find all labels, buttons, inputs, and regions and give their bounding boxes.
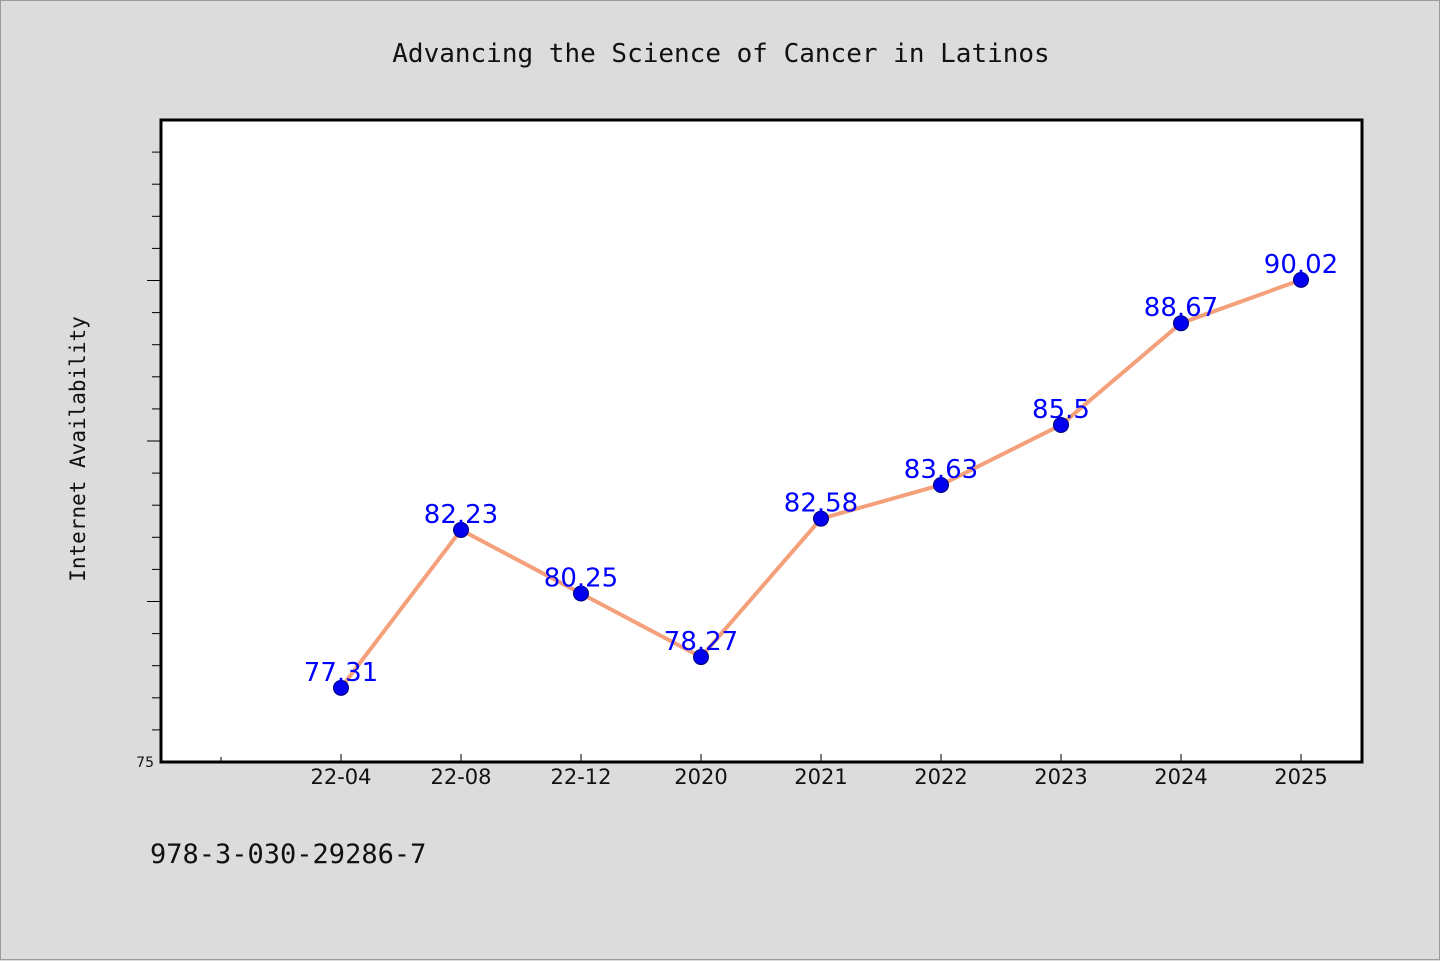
- data-point: [1293, 271, 1309, 288]
- data-label: 77.31: [304, 658, 378, 688]
- data-point: [1173, 315, 1189, 332]
- data-label: 83.63: [904, 455, 978, 485]
- x-tick-label: 22-12: [550, 765, 611, 789]
- data-label: 88.67: [1144, 293, 1218, 323]
- data-label: 82.23: [424, 500, 498, 530]
- series-layer: [333, 271, 1309, 696]
- data-point: [1053, 416, 1069, 433]
- x-tick-label: 2023: [1034, 765, 1087, 789]
- chart-title: Advancing the Science of Cancer in Latin…: [392, 39, 1049, 69]
- plot-area: [159, 118, 1364, 764]
- x-tick-label: 22-04: [310, 765, 371, 789]
- x-tick-label: 2021: [794, 765, 847, 789]
- data-point: [693, 649, 709, 666]
- data-label: 80.25: [544, 563, 618, 593]
- data-label: 78.27: [664, 627, 738, 657]
- data-label-layer: 77.31 82.23 80.25 78.27 82.58 83.63 85.5 88.67 9…: [304, 250, 1338, 688]
- y-tick-label: 75: [136, 755, 154, 771]
- x-tick-label: 2024: [1154, 765, 1207, 789]
- x-tick-label: 2025: [1274, 765, 1327, 789]
- data-point: [933, 476, 949, 493]
- data-point: [333, 679, 349, 696]
- isbn-footer: 978-3-030-29286-7: [150, 839, 426, 870]
- x-tick-label: 22-08: [430, 765, 491, 789]
- x-axis-ticks: 22-04 22-08 22-12 2020 2021 2022 2023 2024 2025: [220, 754, 1328, 789]
- x-tick-label: 2020: [674, 765, 727, 789]
- data-point: [573, 585, 589, 602]
- data-point: [453, 521, 469, 538]
- data-label: 82.58: [784, 489, 858, 519]
- data-label: 85.5: [1032, 395, 1090, 425]
- data-label: 90.02: [1264, 250, 1338, 280]
- x-tick-label: 2022: [914, 765, 967, 789]
- y-axis-ticks: 75: [136, 151, 161, 771]
- y-axis-label: Internet Availability: [66, 316, 90, 582]
- data-point: [813, 510, 829, 527]
